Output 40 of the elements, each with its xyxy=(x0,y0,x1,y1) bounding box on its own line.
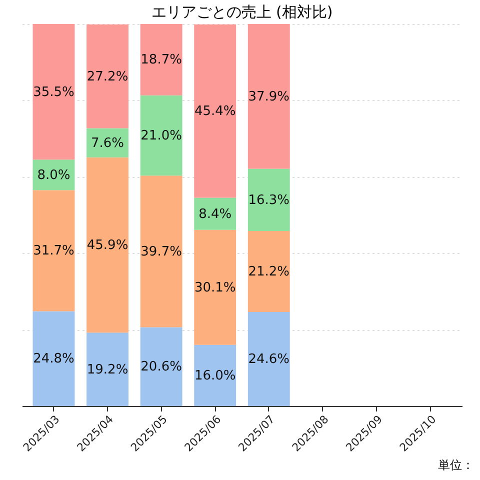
bar xyxy=(86,332,129,406)
data-label: 16.0% xyxy=(194,368,236,384)
data-label: 21.0% xyxy=(140,128,182,144)
data-label: 18.7% xyxy=(140,52,182,68)
data-label: 37.9% xyxy=(248,89,290,104)
chart-title: エリアごとの売上 (相対比) xyxy=(151,3,333,21)
data-label: 19.2% xyxy=(86,362,128,378)
bar xyxy=(140,95,182,176)
data-label: 21.2% xyxy=(248,264,290,280)
data-label: 39.7% xyxy=(140,244,182,260)
data-label: 30.1% xyxy=(194,280,236,296)
data-label: 20.6% xyxy=(140,360,182,375)
bar xyxy=(86,24,129,128)
bar xyxy=(32,24,75,160)
bar xyxy=(194,344,236,406)
bar xyxy=(140,176,182,328)
bar xyxy=(86,128,129,158)
bar xyxy=(140,24,182,96)
bar xyxy=(248,24,290,169)
data-label: 7.6% xyxy=(91,136,124,151)
bar xyxy=(86,157,129,333)
text: 単位： xyxy=(438,457,474,474)
data-label: 8.0% xyxy=(37,168,70,183)
bar xyxy=(140,327,182,406)
data-label: 24.6% xyxy=(248,352,290,368)
data-label: 45.4% xyxy=(194,104,236,120)
bar xyxy=(32,311,75,406)
data-label: 31.7% xyxy=(33,244,74,259)
bar xyxy=(194,24,236,198)
data-label: 27.2% xyxy=(86,69,128,84)
bar xyxy=(248,168,290,232)
data-label: 35.5% xyxy=(33,84,74,100)
bar xyxy=(32,190,75,312)
data-label: 16.3% xyxy=(248,192,290,208)
bar xyxy=(194,230,236,345)
data-label: 45.9% xyxy=(86,238,128,253)
bar xyxy=(248,312,290,406)
data-label: 8.4% xyxy=(198,206,232,222)
bar xyxy=(248,231,290,312)
data-label: 24.8% xyxy=(33,352,74,367)
